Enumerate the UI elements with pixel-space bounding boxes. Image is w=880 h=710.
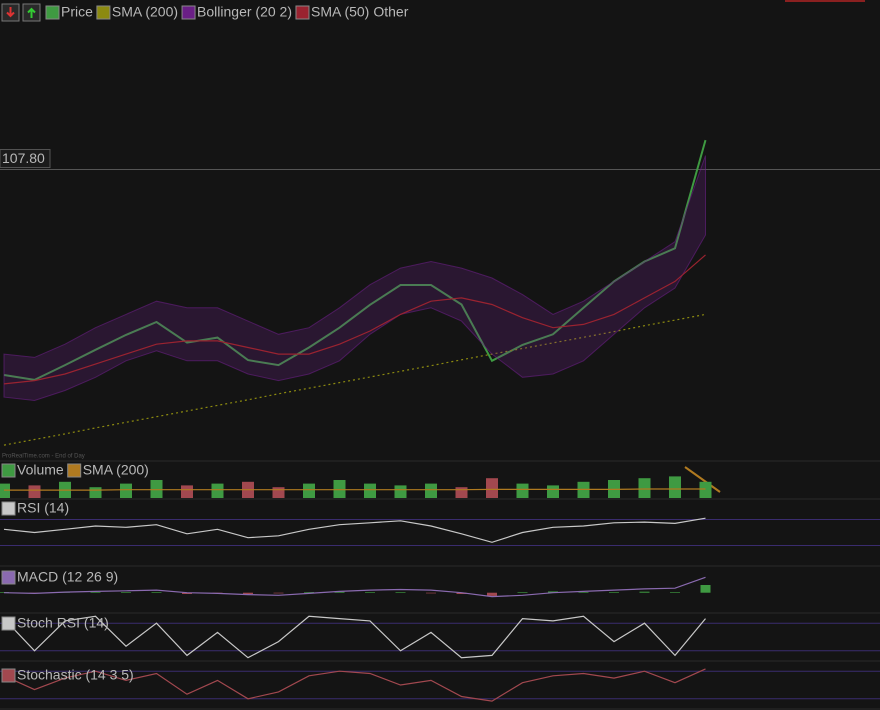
macd-histogram-bar <box>700 585 711 593</box>
macd-histogram-bar <box>151 592 162 593</box>
macd-histogram-bar <box>609 592 619 593</box>
volume-bar <box>181 485 193 498</box>
legend-label[interactable]: Stoch RSI (14) <box>17 615 109 631</box>
volume-bar <box>455 487 468 498</box>
volume-bar <box>150 480 163 498</box>
volume-bar <box>699 481 712 498</box>
macd-histogram-bar <box>395 592 406 593</box>
buy-arrow[interactable] <box>27 7 36 18</box>
macd-histogram-bar <box>548 591 558 593</box>
legend-swatch[interactable] <box>1 668 16 683</box>
macd-histogram-bar <box>456 592 467 594</box>
sell-button[interactable] <box>1 3 20 22</box>
series-line <box>3 615 706 659</box>
macd-histogram-bar <box>273 592 284 594</box>
volume-bar <box>638 478 651 498</box>
macd-histogram-bar <box>426 592 436 594</box>
volume-bar <box>211 483 224 498</box>
macd-histogram-bar <box>578 592 589 593</box>
volume-bar <box>120 483 132 498</box>
volume-bar <box>89 487 102 498</box>
volume-bar <box>0 483 10 498</box>
legend-swatch[interactable] <box>1 616 16 631</box>
volume-bar <box>669 476 681 498</box>
legend-label[interactable]: RSI (14) <box>17 500 69 516</box>
macd-histogram-bar <box>365 592 375 593</box>
volume-bar <box>516 483 529 498</box>
bollinger-band <box>3 155 706 402</box>
buy-button[interactable] <box>22 3 41 22</box>
legend-swatch[interactable] <box>1 501 16 516</box>
legend-label[interactable]: Bollinger (20 2) <box>197 4 292 20</box>
legend-swatch[interactable] <box>1 570 16 585</box>
trend-annotation <box>684 466 721 493</box>
series-line <box>4 488 706 491</box>
legend-swatch[interactable] <box>181 5 196 20</box>
last-price-box <box>0 149 51 169</box>
volume-bar <box>28 485 41 498</box>
legend-label[interactable]: Price <box>61 4 93 20</box>
series-line <box>3 139 707 381</box>
watermark: ProRealTime.com - End of Day <box>2 454 85 460</box>
series-line <box>3 254 706 385</box>
legend-swatch[interactable] <box>96 5 111 20</box>
last-price-label: 107.80 <box>2 150 45 166</box>
macd-histogram-bar <box>670 592 680 593</box>
legend-label[interactable]: SMA (50) <box>311 4 369 20</box>
top-marker <box>785 0 865 2</box>
series-line <box>3 668 706 702</box>
series-line <box>3 576 706 598</box>
macd-histogram-bar <box>517 592 528 593</box>
macd-histogram-bar <box>182 592 192 594</box>
volume-bar <box>272 487 285 498</box>
sell-arrow[interactable] <box>6 7 15 18</box>
legend-swatch[interactable] <box>67 463 82 478</box>
volume-bar <box>547 485 559 498</box>
legend-label[interactable]: SMA (200) <box>112 4 178 20</box>
macd-histogram-bar <box>121 592 131 593</box>
volume-bar <box>303 483 315 498</box>
legend-label[interactable]: Stochastic (14 3 5) <box>17 667 134 683</box>
legend-label[interactable]: Volume <box>17 462 64 478</box>
legend-label[interactable]: SMA (200) <box>83 462 149 478</box>
volume-bar <box>425 483 437 498</box>
series-line <box>3 313 706 446</box>
volume-bar <box>486 478 498 498</box>
macd-histogram-bar <box>487 592 497 596</box>
volume-bar <box>333 480 346 498</box>
legend-swatch[interactable] <box>45 5 60 20</box>
volume-bar <box>364 483 376 498</box>
series-line <box>3 517 706 543</box>
legend-swatch[interactable] <box>1 463 16 478</box>
macd-histogram-bar <box>90 592 101 593</box>
macd-histogram-bar <box>304 592 314 593</box>
macd-histogram-bar <box>243 592 253 594</box>
legend-swatch[interactable] <box>295 5 310 20</box>
macd-histogram-bar <box>334 591 345 593</box>
macd-histogram-bar <box>639 591 650 593</box>
legend-label[interactable]: MACD (12 26 9) <box>17 569 118 585</box>
legend-other[interactable]: Other <box>373 4 408 20</box>
volume-bar <box>394 485 407 498</box>
